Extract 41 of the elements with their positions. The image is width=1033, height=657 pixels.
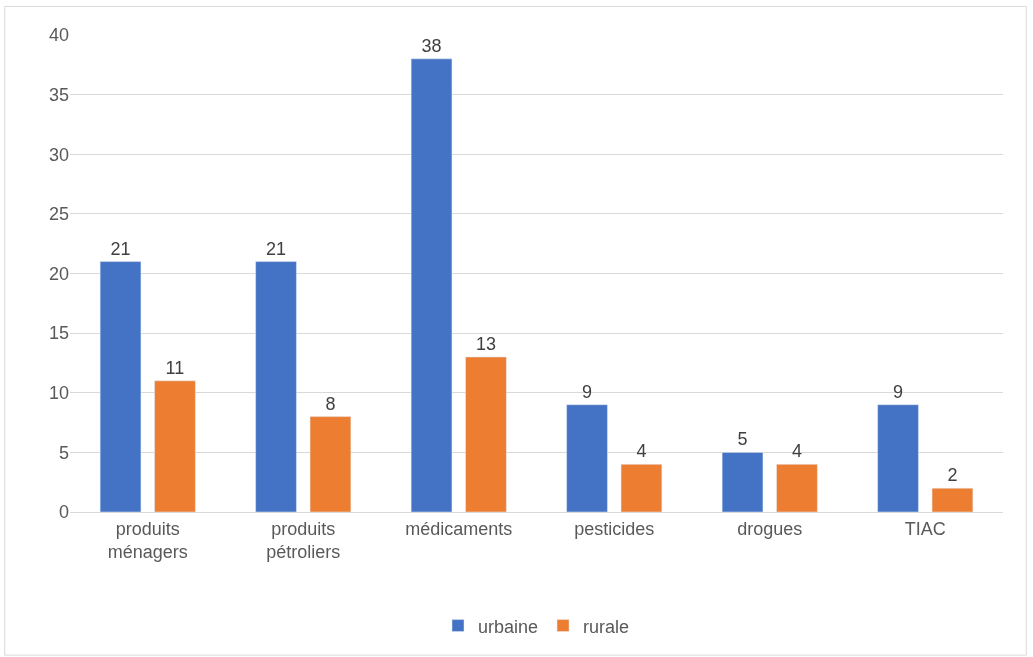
data-label: 9	[582, 381, 593, 402]
x-tick-label: produits pétroliers	[266, 518, 341, 562]
y-tick-label: 20	[48, 263, 69, 284]
y-tick-label: 30	[48, 144, 69, 165]
bar	[566, 404, 608, 512]
data-label: 2	[947, 465, 958, 486]
bar	[721, 452, 764, 512]
bar	[877, 404, 919, 512]
data-label: 11	[165, 357, 185, 378]
data-label: 5	[737, 429, 748, 450]
legend-label: urbaine	[478, 616, 539, 637]
y-tick-label: 25	[48, 204, 69, 225]
x-tick-label: médicaments	[405, 518, 513, 539]
bar	[99, 261, 142, 512]
y-tick-label: 35	[48, 84, 69, 105]
y-tick-label: 5	[58, 442, 69, 463]
bar	[255, 261, 297, 512]
x-tick-label: produits ménagers	[107, 518, 188, 562]
data-label: 38	[421, 35, 442, 56]
data-label: 4	[791, 441, 802, 462]
data-label: 8	[325, 393, 336, 414]
data-label: 21	[266, 238, 287, 259]
y-tick-label: 40	[48, 25, 69, 46]
x-tick-label: pesticides	[574, 518, 655, 539]
bar	[620, 464, 663, 512]
bar	[931, 487, 974, 512]
y-tick-label: 10	[48, 383, 69, 404]
bar	[465, 356, 507, 512]
data-label: 13	[475, 333, 496, 354]
y-tick-label: 15	[48, 323, 69, 344]
x-tick-label: drogues	[737, 518, 803, 539]
y-tick-label: 0	[58, 502, 69, 523]
bar	[154, 380, 196, 512]
bar	[309, 416, 352, 512]
bar	[776, 464, 818, 512]
bar	[410, 58, 453, 512]
legend-label: rurale	[583, 616, 630, 637]
data-label: 21	[110, 238, 131, 259]
data-label: 4	[636, 441, 647, 462]
x-tick-label: TIAC	[904, 518, 946, 539]
data-label: 9	[893, 381, 904, 402]
